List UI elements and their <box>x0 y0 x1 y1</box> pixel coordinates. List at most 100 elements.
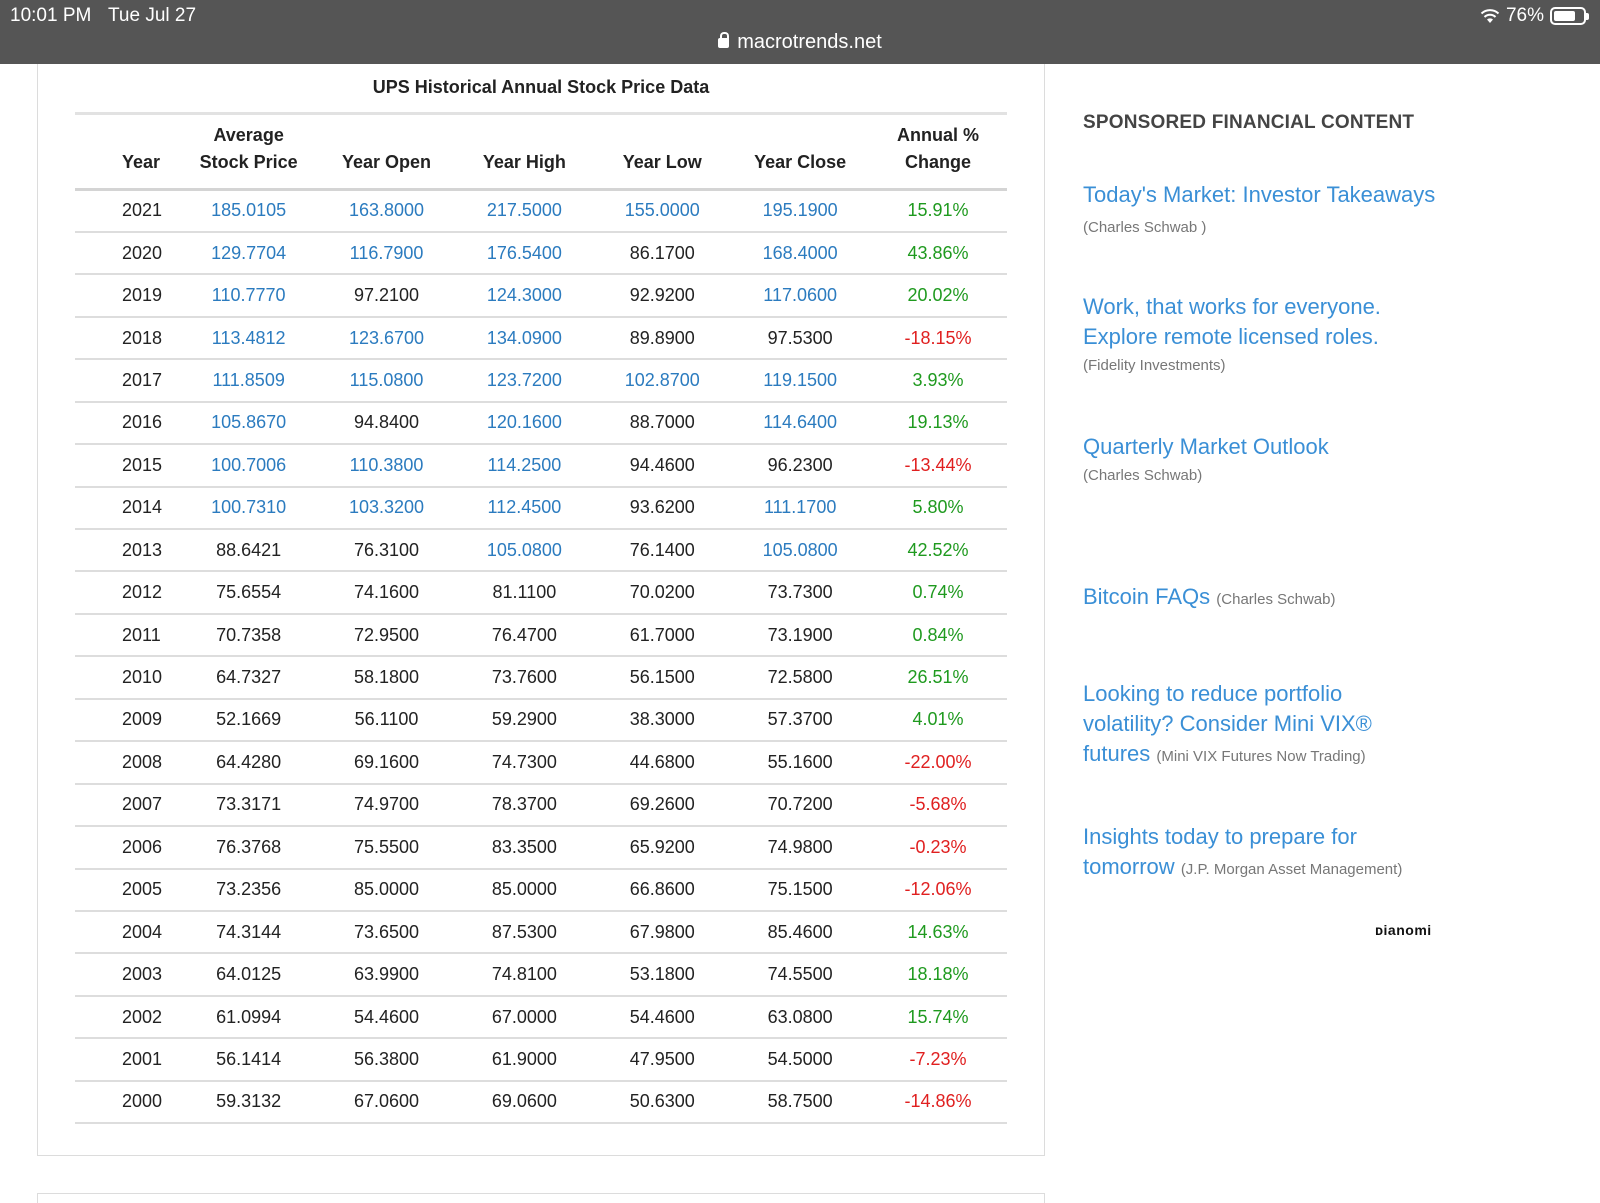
cell-avg: 73.3171 <box>216 794 282 815</box>
cell-low[interactable]: 102.8700 <box>624 369 700 390</box>
cell-year: 2011 <box>122 624 161 645</box>
cell-low: 93.6200 <box>629 497 695 518</box>
cell-avg[interactable]: 105.8670 <box>211 412 287 433</box>
cell-open: 58.1800 <box>353 667 420 688</box>
cell-close: 73.1900 <box>767 624 833 645</box>
cell-close: 74.5500 <box>767 964 833 985</box>
cell-high[interactable]: 217.5000 <box>486 200 562 221</box>
cell-year: 2006 <box>122 836 163 857</box>
cell-open[interactable]: 103.3200 <box>348 497 425 518</box>
cell-high[interactable]: 120.1600 <box>486 412 562 433</box>
sponsored-link-title[interactable]: Bitcoin FAQs <box>1083 584 1211 609</box>
sponsored-link[interactable]: Insights today to prepare for tomorrow (… <box>1083 822 1423 885</box>
cell-year: 2017 <box>122 369 163 390</box>
col-header-change-line1: Annual % <box>897 125 980 145</box>
cell-close[interactable]: 111.1700 <box>763 497 837 518</box>
cell-year: 2009 <box>122 709 163 730</box>
sponsored-link[interactable]: Work, that works for everyone. Explore r… <box>1083 292 1443 376</box>
sponsored-link-title[interactable]: Work, that works for everyone. Explore r… <box>1083 294 1381 349</box>
sponsored-link[interactable]: Bitcoin FAQs (Charles Schwab) <box>1083 582 1443 615</box>
cell-year: 2018 <box>122 327 163 348</box>
cell-high: 81.1100 <box>492 582 557 603</box>
cell-close: 72.5800 <box>767 667 833 688</box>
cell-high[interactable]: 123.7200 <box>486 369 562 390</box>
cell-change: 20.02% <box>907 285 969 306</box>
cell-low: 65.9200 <box>629 836 695 857</box>
table-header-row: Year Average Stock Price Year Open Year H… <box>75 113 1007 190</box>
cell-high[interactable]: 105.0800 <box>486 539 562 560</box>
cell-year: 2001 <box>122 1048 163 1069</box>
cell-open: 74.9700 <box>353 794 420 815</box>
cell-close: 54.5000 <box>767 1048 833 1069</box>
cell-open[interactable]: 116.7900 <box>349 242 424 263</box>
sponsored-link-title[interactable]: Insights today to prepare for tomorrow <box>1083 824 1357 879</box>
cell-change: -12.06% <box>904 879 972 900</box>
sponsored-link-source: (J.P. Morgan Asset Management) <box>1180 861 1403 878</box>
cell-avg: 73.2356 <box>216 879 282 900</box>
table-row: 2005 73.2356 85.0000 85.0000 66.8600 75.1500 -… <box>75 869 1007 911</box>
cell-close[interactable]: 105.0800 <box>762 539 838 560</box>
wifi-icon <box>1480 9 1500 23</box>
cell-avg[interactable]: 129.7704 <box>211 242 287 263</box>
next-card-edge <box>37 1193 1045 1203</box>
data-card <box>37 64 1045 1156</box>
sponsored-link[interactable]: Quarterly Market Outlook (Charles Schwab… <box>1083 432 1443 486</box>
cell-close: 74.9800 <box>767 836 833 857</box>
col-header-close: Year Close <box>754 152 847 172</box>
cell-close[interactable]: 195.1900 <box>762 200 838 221</box>
cell-high[interactable]: 124.3000 <box>486 285 562 306</box>
cell-close[interactable]: 168.4000 <box>762 242 838 263</box>
cell-change: 15.74% <box>907 1006 969 1027</box>
status-time: 10:01 PM <box>10 5 92 26</box>
cell-close: 85.4600 <box>767 921 833 942</box>
cell-low: 54.4600 <box>629 1006 695 1027</box>
cell-avg[interactable]: 110.7770 <box>211 285 286 306</box>
cell-year: 2015 <box>122 454 163 475</box>
cell-close[interactable]: 119.1500 <box>763 369 838 390</box>
cell-low: 50.6300 <box>629 1091 695 1112</box>
cell-close: 70.7200 <box>767 794 833 815</box>
sponsored-link-source: (Charles Schwab ) <box>1083 219 1207 236</box>
cell-change: 18.18% <box>907 964 969 985</box>
cell-avg: 76.3768 <box>216 836 282 857</box>
cell-avg[interactable]: 113.4812 <box>211 327 286 348</box>
table-row: 2020 129.7704 116.7900 176.5400 86.1700 168.4… <box>75 232 1007 275</box>
sponsored-link-title[interactable]: Looking to reduce portfolio volatility? … <box>1083 681 1372 766</box>
cell-close: 97.5300 <box>767 327 833 348</box>
cell-avg[interactable]: 100.7006 <box>211 454 287 475</box>
cell-high[interactable]: 114.2500 <box>487 454 562 475</box>
cell-open[interactable]: 115.0800 <box>349 369 424 390</box>
cell-avg[interactable]: 111.8509 <box>212 369 285 390</box>
sponsored-link[interactable]: Today's Market: Investor Takeaways (Char… <box>1083 180 1443 243</box>
cell-low: 92.9200 <box>629 285 695 306</box>
cell-open[interactable]: 110.3800 <box>349 454 424 475</box>
table-row: 2008 64.4280 69.1600 74.7300 44.6800 55.1600 -… <box>75 741 1007 784</box>
cell-low: 89.8900 <box>629 327 695 348</box>
cell-open[interactable]: 163.8000 <box>348 200 425 221</box>
cell-close: 58.7500 <box>767 1091 833 1112</box>
cell-year: 2012 <box>122 582 163 603</box>
cell-low: 86.1700 <box>629 242 695 263</box>
cell-open: 72.9500 <box>353 624 420 645</box>
sponsored-link-title[interactable]: Quarterly Market Outlook <box>1083 434 1329 459</box>
cell-high[interactable]: 176.5400 <box>486 242 562 263</box>
cell-high[interactable]: 112.4500 <box>487 497 562 518</box>
cell-avg[interactable]: 100.7310 <box>211 497 287 518</box>
cell-close[interactable]: 114.6400 <box>763 412 838 433</box>
sponsored-link-title[interactable]: Today's Market: Investor Takeaways <box>1083 182 1436 207</box>
cell-open[interactable]: 123.6700 <box>348 327 425 348</box>
cell-close[interactable]: 117.0600 <box>763 285 838 306</box>
address-bar[interactable]: macrotrends.net <box>0 31 1600 54</box>
cell-high[interactable]: 134.0900 <box>486 327 562 348</box>
cell-low[interactable]: 155.0000 <box>624 200 700 221</box>
dianomi-logo[interactable]: ᴅianomi <box>1375 922 1432 938</box>
cell-high: 61.9000 <box>491 1048 557 1069</box>
cell-change: -14.86% <box>904 1091 972 1112</box>
cell-change: 19.13% <box>907 412 969 433</box>
cell-open: 56.1100 <box>354 709 419 730</box>
cell-avg[interactable]: 185.0105 <box>211 200 287 221</box>
cell-high: 83.3500 <box>491 836 557 857</box>
cell-low: 88.7000 <box>629 412 695 433</box>
cell-close: 75.1500 <box>767 879 833 900</box>
sponsored-link[interactable]: Looking to reduce portfolio volatility? … <box>1083 679 1383 772</box>
